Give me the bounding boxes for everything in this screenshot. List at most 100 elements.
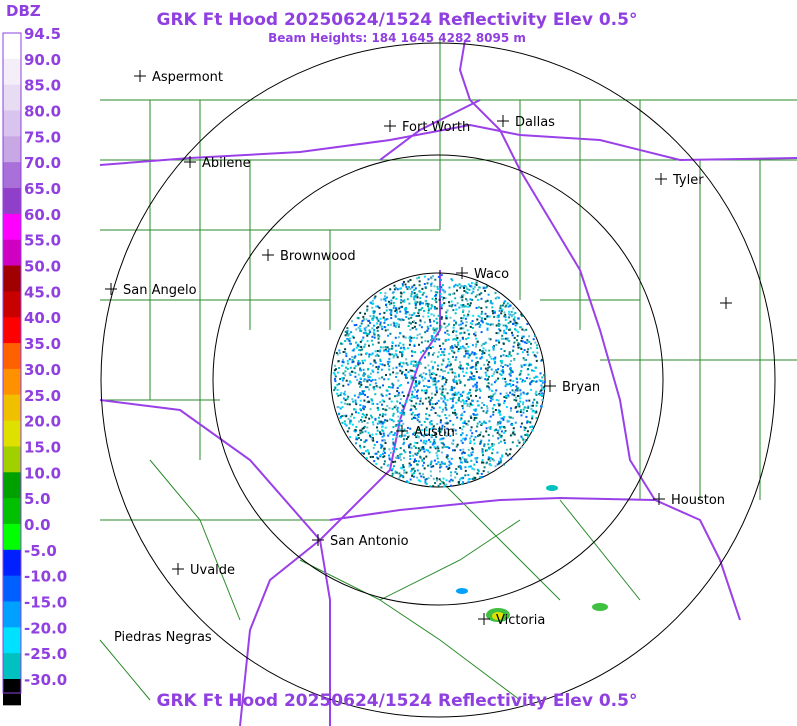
echo-pixel <box>458 478 461 481</box>
echo-pixel <box>455 334 458 337</box>
echo-pixel <box>410 316 413 319</box>
echo-pixel <box>489 427 492 430</box>
echo-pixel <box>403 441 405 444</box>
echo-pixel <box>338 367 341 369</box>
echo-pixel <box>433 320 435 323</box>
echo-pixel <box>446 363 449 366</box>
echo-pixel <box>359 399 362 402</box>
echo-pixel <box>512 384 515 386</box>
echo-pixel <box>441 424 444 427</box>
echo-pixel <box>492 312 495 315</box>
echo-pixel <box>452 428 455 431</box>
echo-pixel <box>501 368 504 371</box>
echo-pixel <box>456 337 459 339</box>
echo-pixel <box>435 301 438 304</box>
echo-pixel <box>371 416 373 419</box>
echo-pixel <box>384 297 387 300</box>
echo-pixel <box>454 411 457 414</box>
echo-pixel <box>334 364 337 367</box>
echo-pixel <box>346 397 349 400</box>
echo-pixel <box>443 291 446 294</box>
echo-pixel <box>450 484 453 487</box>
echo-pixel <box>440 307 443 310</box>
echo-pixel <box>513 398 516 401</box>
echo-pixel <box>497 296 500 299</box>
echo-pixel <box>398 477 401 480</box>
echo-pixel <box>385 409 388 412</box>
echo-pixel <box>510 457 513 460</box>
echo-pixel <box>467 478 470 481</box>
echo-pixel <box>442 289 445 292</box>
echo-pixel <box>500 337 503 340</box>
echo-pixel <box>476 468 479 471</box>
echo-pixel <box>453 412 455 415</box>
echo-pixel <box>482 454 484 457</box>
echo-pixel <box>496 316 499 318</box>
legend-label: 90.0 <box>24 51 61 69</box>
echo-pixel <box>449 462 452 465</box>
echo-pixel <box>448 480 451 483</box>
echo-pixel <box>428 371 431 374</box>
echo-pixel <box>396 454 399 457</box>
echo-pixel <box>369 436 372 439</box>
echo-pixel <box>393 304 396 307</box>
echo-pixel <box>422 434 425 437</box>
echo-pixel <box>502 417 505 420</box>
echo-pixel <box>475 459 478 461</box>
echo-pixel <box>469 298 472 301</box>
echo-pixel <box>520 339 523 342</box>
echo-pixel <box>501 308 504 311</box>
echo-pixel <box>509 434 512 437</box>
echo-pixel <box>443 322 446 325</box>
echo-pixel <box>516 444 519 447</box>
echo-pixel <box>535 404 538 407</box>
echo-pixel <box>462 309 465 312</box>
legend-label: 85.0 <box>24 77 61 95</box>
echo-pixel <box>409 339 412 341</box>
echo-pixel <box>395 297 398 300</box>
echo-pixel <box>432 485 435 488</box>
echo-pixel <box>509 374 512 377</box>
echo-pixel <box>373 386 376 389</box>
echo-pixel <box>455 339 458 342</box>
echo-pixel <box>471 467 474 470</box>
echo-pixel <box>442 370 444 373</box>
echo-pixel <box>496 451 499 454</box>
echo-pixel <box>522 403 524 406</box>
echo-pixel <box>432 425 435 428</box>
echo-pixel <box>412 454 415 457</box>
echo-pixel <box>471 451 474 454</box>
echo-pixel <box>395 366 398 369</box>
echo-pixel <box>462 346 465 349</box>
echo-pixel <box>511 371 514 374</box>
echo-pixel <box>417 312 420 314</box>
echo-pixel <box>487 293 490 296</box>
echo-pixel <box>419 297 422 300</box>
echo-pixel <box>391 353 394 356</box>
echo-pixel <box>432 275 434 278</box>
echo-pixel <box>459 339 462 342</box>
echo-pixel <box>383 439 386 442</box>
echo-pixel <box>500 417 503 420</box>
echo-pixel <box>374 417 377 420</box>
echo-pixel <box>497 429 500 432</box>
echo-pixel <box>438 478 441 481</box>
echo-pixel <box>414 376 417 379</box>
echo-pixel <box>398 332 401 335</box>
echo-pixel <box>394 352 397 355</box>
echo-pixel <box>376 407 379 409</box>
echo-pixel <box>424 442 427 445</box>
echo-pixel <box>426 449 429 452</box>
echo-pixel <box>452 380 455 382</box>
echo-pixel <box>362 332 365 334</box>
echo-pixel <box>433 379 436 382</box>
echo-pixel <box>486 385 489 388</box>
echo-pixel <box>474 476 477 479</box>
echo-pixel <box>434 340 437 343</box>
echo-pixel <box>469 322 472 325</box>
echo-pixel <box>399 369 402 372</box>
echo-pixel <box>463 375 466 377</box>
echo-pixel <box>508 340 511 343</box>
echo-pixel <box>449 419 452 422</box>
